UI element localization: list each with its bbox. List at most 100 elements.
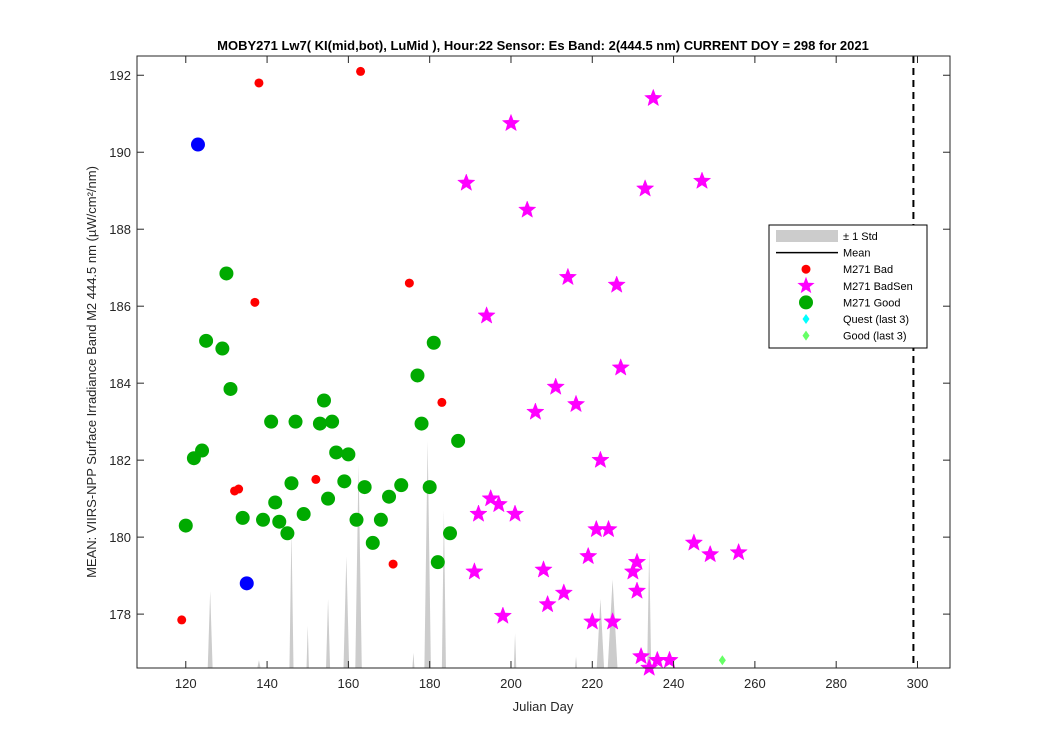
bad-point xyxy=(234,484,244,494)
plot-background xyxy=(137,56,950,668)
std-spike xyxy=(575,656,578,668)
good-point xyxy=(426,335,441,350)
good-point xyxy=(337,474,352,489)
good-point xyxy=(178,518,193,533)
blue-point xyxy=(190,137,205,152)
badsen-point xyxy=(631,646,651,665)
y-tick-label: 184 xyxy=(109,376,131,391)
std-spike xyxy=(306,625,309,668)
bad-point xyxy=(311,474,321,484)
good-point xyxy=(215,341,230,356)
good-point xyxy=(235,510,250,525)
legend-quest-marker xyxy=(802,314,810,324)
good-point xyxy=(316,393,331,408)
std-spike xyxy=(343,556,350,668)
badsen-point xyxy=(493,606,513,624)
legend-label: ± 1 Std xyxy=(843,231,878,243)
axes-box xyxy=(136,55,951,669)
badsen-point xyxy=(481,488,500,507)
std-spike xyxy=(207,591,213,668)
good-point xyxy=(199,333,214,348)
badsen-point xyxy=(457,173,476,191)
legend-label: M271 BadSen xyxy=(843,281,913,293)
std-spike xyxy=(257,660,261,668)
badsen-point xyxy=(729,542,748,561)
plot-area: 120 140 160 180 200 220 240 260 280 300 178 180 182 1… xyxy=(109,55,951,691)
badsen-point xyxy=(469,504,488,522)
x-tick-label: 220 xyxy=(581,676,603,691)
bad-point xyxy=(250,297,260,307)
blue-point xyxy=(239,576,254,591)
good-point xyxy=(373,512,388,527)
chart-title: MOBY271 Lw7( KI(mid,bot), LuMid ), Hour:… xyxy=(217,38,869,53)
x-tick-label: 240 xyxy=(663,676,685,691)
legend-good-marker xyxy=(799,295,813,310)
good-point xyxy=(414,416,429,431)
badsen-point xyxy=(644,88,663,107)
badsen-point xyxy=(607,275,626,293)
badsen-point xyxy=(566,394,586,413)
legend-label: Good (last 3) xyxy=(843,331,907,343)
legend: ± 1 Std Mean M271 Bad M271 BadSen M271 Good Q… xyxy=(768,224,928,349)
legend-label: M271 Good xyxy=(843,297,900,309)
good-point xyxy=(410,368,425,383)
good-last3-point xyxy=(718,655,726,666)
good-point xyxy=(284,476,299,491)
badsen-point xyxy=(599,519,618,538)
good-point xyxy=(443,526,458,541)
std-spike xyxy=(647,548,652,668)
legend-label: M271 Bad xyxy=(843,264,893,276)
y-tick-label: 188 xyxy=(109,222,131,237)
good-point xyxy=(219,266,234,281)
std-spike xyxy=(441,510,446,668)
y-tick-label: 182 xyxy=(109,453,131,468)
std-spike xyxy=(326,598,331,668)
good-point xyxy=(256,512,271,527)
badsen-point xyxy=(477,306,496,324)
y-tick-label: 186 xyxy=(109,299,131,314)
badsen-point xyxy=(660,650,679,669)
x-tick-label: 280 xyxy=(825,676,847,691)
badsen-point xyxy=(558,267,578,286)
badsen-point xyxy=(534,560,553,578)
good-point xyxy=(280,526,295,541)
x-tick-label: 120 xyxy=(175,676,197,691)
badsen-point xyxy=(505,504,525,522)
y-tick-label: 180 xyxy=(109,530,131,545)
badsen-point xyxy=(579,546,598,565)
good-point xyxy=(341,447,356,462)
y-tick-label: 178 xyxy=(109,607,131,622)
legend-label: Quest (last 3) xyxy=(843,314,909,326)
std-spike xyxy=(412,652,415,668)
good-point xyxy=(272,514,287,529)
good-point xyxy=(422,480,437,495)
good-point xyxy=(430,555,445,570)
legend-bad-marker xyxy=(801,264,811,274)
x-tick-label: 160 xyxy=(338,676,360,691)
std-spike xyxy=(355,464,362,668)
std-spike xyxy=(596,598,605,668)
badsen-point xyxy=(700,544,720,563)
y-axis-label: MEAN: VIIRS-NPP Surface Irradiance Band … xyxy=(84,166,99,578)
x-tick-label: 200 xyxy=(500,676,522,691)
y-tick-label: 192 xyxy=(109,68,131,83)
badsen-point xyxy=(538,594,557,613)
good-point xyxy=(365,535,380,550)
x-axis-label: Julian Day xyxy=(513,699,574,714)
bad-point xyxy=(177,615,187,625)
x-tick-label: 180 xyxy=(419,676,441,691)
bad-point xyxy=(254,78,264,88)
good-point xyxy=(394,478,409,493)
badsen-point xyxy=(627,581,647,599)
badsen-point xyxy=(635,179,655,197)
std-spike xyxy=(424,440,431,668)
badsen-point xyxy=(489,494,508,513)
legend-badsen-marker xyxy=(797,276,815,294)
badsen-point xyxy=(501,113,521,132)
good-point xyxy=(195,443,210,458)
good-point xyxy=(296,507,311,522)
good-point xyxy=(288,414,303,429)
good-point xyxy=(325,414,340,429)
badsen-point xyxy=(583,612,602,630)
